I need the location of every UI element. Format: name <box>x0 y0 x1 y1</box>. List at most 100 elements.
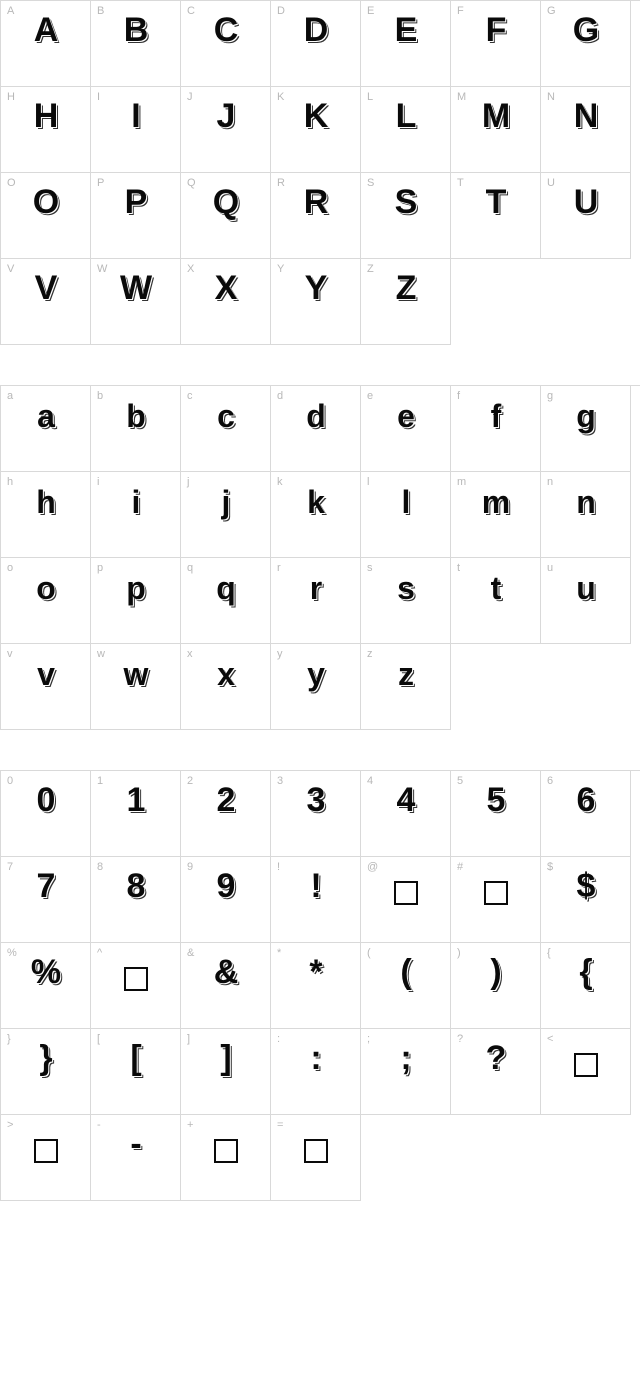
glyph-cell: CC <box>181 1 271 87</box>
cell-glyph: E <box>361 11 450 50</box>
glyph-cell: cc <box>181 386 271 472</box>
cell-glyph: j <box>181 484 270 521</box>
glyph-cell: ?? <box>451 1029 541 1115</box>
cell-glyph: 6 <box>541 781 630 820</box>
cell-glyph: ? <box>451 1039 540 1078</box>
cell-glyph: y <box>271 656 360 693</box>
glyph-cell: yy <box>271 644 361 730</box>
glyph-cell: pp <box>91 558 181 644</box>
glyph-cell: TT <box>451 173 541 259</box>
glyph-cell: %% <box>1 943 91 1029</box>
cell-glyph: H <box>1 97 90 136</box>
cell-glyph: V <box>1 269 90 308</box>
glyph-grid: 00112233445566778899!!@#$$%%^&&**(()){{}… <box>0 770 640 1201</box>
glyph-cell: ee <box>361 386 451 472</box>
cell-glyph <box>271 1133 360 1172</box>
section-uppercase: AABBCCDDEEFFGGHHIIJJKKLLMMNNOOPPQQRRSSTT… <box>0 0 640 345</box>
cell-glyph <box>361 875 450 914</box>
cell-glyph: O <box>1 183 90 222</box>
glyph-cell: }} <box>1 1029 91 1115</box>
glyph-cell: > <box>1 1115 91 1201</box>
glyph-cell: VV <box>1 259 91 345</box>
glyph-cell: tt <box>451 558 541 644</box>
cell-glyph: 1 <box>91 781 180 820</box>
cell-glyph: 9 <box>181 867 270 906</box>
cell-glyph <box>181 1133 270 1172</box>
cell-glyph <box>1 1133 90 1172</box>
glyph-cell: jj <box>181 472 271 558</box>
glyph-cell: 55 <box>451 771 541 857</box>
cell-glyph <box>541 1047 630 1086</box>
glyph-cell: II <box>91 87 181 173</box>
cell-glyph: c <box>181 398 270 435</box>
cell-glyph <box>451 875 540 914</box>
cell-label: > <box>7 1119 13 1131</box>
glyph-cell: ff <box>451 386 541 472</box>
glyph-cell: BB <box>91 1 181 87</box>
glyph-cell: QQ <box>181 173 271 259</box>
glyph-cell: = <box>271 1115 361 1201</box>
cell-glyph: 3 <box>271 781 360 820</box>
glyph-grid: AABBCCDDEEFFGGHHIIJJKKLLMMNNOOPPQQRRSSTT… <box>0 0 640 345</box>
glyph-cell: bb <box>91 386 181 472</box>
glyph-cell: EE <box>361 1 451 87</box>
glyph-cell: -- <box>91 1115 181 1201</box>
cell-glyph: Q <box>181 183 270 222</box>
glyph-cell: ** <box>271 943 361 1029</box>
cell-glyph: X <box>181 269 270 308</box>
cell-glyph: T <box>451 183 540 222</box>
glyph-cell: (( <box>361 943 451 1029</box>
cell-glyph: K <box>271 97 360 136</box>
glyph-cell: ss <box>361 558 451 644</box>
cell-glyph: P <box>91 183 180 222</box>
cell-glyph: f <box>451 398 540 435</box>
glyph-cell: [[ <box>91 1029 181 1115</box>
glyph-cell: ^ <box>91 943 181 1029</box>
cell-glyph: F <box>451 11 540 50</box>
glyph-cell: JJ <box>181 87 271 173</box>
cell-glyph: { <box>541 953 630 992</box>
glyph-cell: GG <box>541 1 631 87</box>
glyph-cell: && <box>181 943 271 1029</box>
cell-glyph: 2 <box>181 781 270 820</box>
cell-glyph: ; <box>361 1039 450 1078</box>
cell-glyph: w <box>91 656 180 693</box>
cell-glyph: } <box>1 1039 90 1078</box>
glyph-cell: {{ <box>541 943 631 1029</box>
cell-glyph: k <box>271 484 360 521</box>
cell-glyph: U <box>541 183 630 222</box>
cell-glyph: Y <box>271 269 360 308</box>
cell-glyph: D <box>271 11 360 50</box>
glyph-cell: ZZ <box>361 259 451 345</box>
glyph-cell: ;; <box>361 1029 451 1115</box>
glyph-cell: ]] <box>181 1029 271 1115</box>
glyph-cell: FF <box>451 1 541 87</box>
cell-glyph: z <box>361 656 450 693</box>
cell-glyph: M <box>451 97 540 136</box>
glyph-cell: ll <box>361 472 451 558</box>
cell-glyph: i <box>91 484 180 521</box>
glyph-cell: 11 <box>91 771 181 857</box>
glyph-cell: rr <box>271 558 361 644</box>
glyph-cell: 99 <box>181 857 271 943</box>
cell-glyph: ] <box>181 1039 270 1078</box>
cell-glyph: L <box>361 97 450 136</box>
glyph-cell: )) <box>451 943 541 1029</box>
glyph-cell: gg <box>541 386 631 472</box>
glyph-cell: MM <box>451 87 541 173</box>
cell-glyph: W <box>91 269 180 308</box>
glyph-cell: HH <box>1 87 91 173</box>
cell-glyph: n <box>541 484 630 521</box>
cell-glyph: $ <box>541 867 630 906</box>
section-lowercase: aabbccddeeffgghhiijjkkllmmnnooppqqrrsstt… <box>0 385 640 730</box>
cell-glyph <box>91 961 180 1000</box>
cell-glyph: g <box>541 398 630 435</box>
cell-glyph: a <box>1 398 90 435</box>
cell-glyph: b <box>91 398 180 435</box>
glyph-cell: $$ <box>541 857 631 943</box>
glyph-cell: AA <box>1 1 91 87</box>
glyph-cell: !! <box>271 857 361 943</box>
cell-glyph: % <box>1 953 90 992</box>
glyph-cell: mm <box>451 472 541 558</box>
glyph-cell: UU <box>541 173 631 259</box>
